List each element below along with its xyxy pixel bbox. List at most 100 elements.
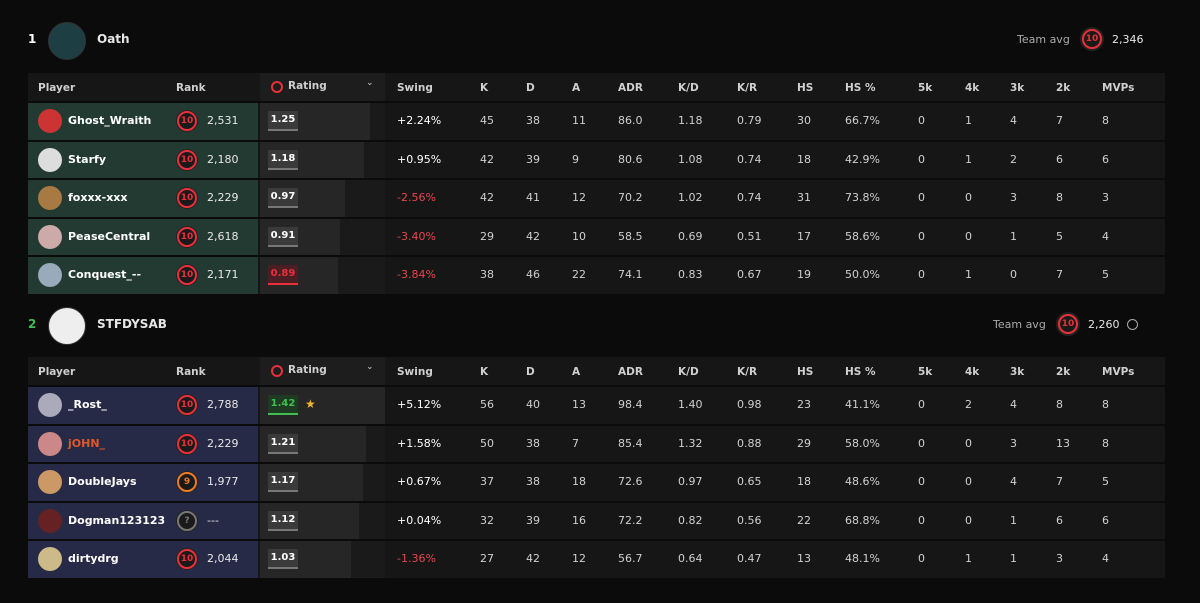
- column-header: 3k: [1010, 82, 1025, 94]
- elo: 2,044: [207, 552, 239, 565]
- stat: 0.47: [737, 552, 762, 565]
- column-header: K/D: [678, 366, 699, 378]
- elo: 1,977: [207, 475, 239, 488]
- stat: 1.02: [678, 191, 703, 204]
- stat: 29: [797, 436, 811, 450]
- stat: 58.6%: [845, 229, 880, 243]
- stat: 0: [965, 513, 972, 527]
- rank-badge: 10: [177, 549, 197, 569]
- column-header: Rating: [288, 364, 327, 376]
- rank-badge: 10: [177, 149, 197, 170]
- stat: 1: [965, 268, 972, 281]
- stat: 13: [572, 398, 586, 411]
- stat: 42: [526, 552, 540, 565]
- stat: 32: [480, 513, 494, 527]
- stat: 0.65: [737, 475, 762, 488]
- rank-badge: 10: [177, 265, 197, 285]
- stat: 42: [480, 191, 494, 204]
- stat: 39: [526, 152, 540, 166]
- elo: 2,618: [207, 229, 239, 243]
- avatar: [38, 109, 62, 133]
- team-avg-rank: 2,346: [1112, 33, 1144, 46]
- column-header: K: [480, 366, 489, 378]
- rating-chip: 1.42: [268, 395, 298, 415]
- column-header: A: [572, 82, 581, 94]
- stat: 0.83: [678, 268, 703, 281]
- stat: 31: [797, 191, 811, 204]
- column-header: Swing: [397, 82, 433, 94]
- column-header: Rank: [176, 82, 206, 94]
- stat: 0.97: [678, 475, 703, 488]
- stat: 11: [572, 114, 586, 127]
- player-name: Ghost_Wraith: [68, 114, 152, 127]
- team-logo: [48, 22, 86, 60]
- team-name: STFDYSAB: [97, 317, 167, 331]
- stat: 50.0%: [845, 268, 880, 281]
- avatar: [38, 147, 62, 172]
- elo: 2,171: [207, 268, 239, 281]
- column-header: 2k: [1056, 82, 1071, 94]
- stat: 0: [1010, 268, 1017, 281]
- stat: 0.88: [737, 436, 762, 450]
- avatar: [38, 186, 62, 210]
- rating-chip: 0.89: [268, 265, 298, 285]
- avatar: [38, 470, 62, 494]
- column-header: K/R: [737, 366, 758, 378]
- stat: 0: [918, 268, 925, 281]
- rank-badge: 10: [1058, 314, 1078, 334]
- header-row: [28, 357, 1165, 385]
- stat: 22: [797, 513, 811, 527]
- rating-icon: [271, 365, 283, 377]
- stat: 4: [1102, 229, 1109, 243]
- stat: 42.9%: [845, 152, 880, 166]
- stat: 1.18: [678, 114, 703, 127]
- rating-icon: [271, 81, 283, 93]
- stat: 8: [1102, 114, 1109, 127]
- stat: 0.98: [737, 398, 762, 411]
- elo: 2,180: [207, 152, 239, 166]
- stat: 70.2: [618, 191, 643, 204]
- stat: 0: [918, 475, 925, 488]
- stat: 0: [965, 436, 972, 450]
- stat: 6: [1102, 152, 1109, 166]
- stat: 0: [965, 191, 972, 204]
- rating-chip: 1.12: [268, 510, 298, 531]
- column-header: ADR: [618, 366, 643, 378]
- stat: 4: [1010, 114, 1017, 127]
- stat: 1: [1010, 552, 1017, 565]
- stat: 22: [572, 268, 586, 281]
- avatar: [38, 508, 62, 533]
- stat: 0: [918, 191, 925, 204]
- stat: 40: [526, 398, 540, 411]
- rating-chip: 0.91: [268, 226, 298, 247]
- avatar: [38, 547, 62, 571]
- column-header: 4k: [965, 366, 980, 378]
- stat: 50: [480, 436, 494, 450]
- avatar: [38, 431, 62, 456]
- stat: 13: [1056, 436, 1070, 450]
- column-header: 3k: [1010, 366, 1025, 378]
- stat: 46: [526, 268, 540, 281]
- stat: 1: [965, 114, 972, 127]
- rank-badge: 10: [177, 111, 197, 131]
- player-name: foxxx-xxx: [68, 191, 128, 204]
- stat: 16: [572, 513, 586, 527]
- player-cell: [28, 464, 258, 501]
- stat: -3.84%: [397, 268, 436, 281]
- stat: 0: [918, 552, 925, 565]
- stat: 17: [797, 229, 811, 243]
- column-header: D: [526, 366, 535, 378]
- stat: +0.67%: [397, 475, 442, 488]
- elo: 2,229: [207, 191, 239, 204]
- stat: 0.51: [737, 229, 762, 243]
- stat: 48.6%: [845, 475, 880, 488]
- elo: 2,531: [207, 114, 239, 127]
- stat: 98.4: [618, 398, 643, 411]
- stat: -3.40%: [397, 229, 436, 243]
- stat: 56.7: [618, 552, 643, 565]
- stat: 8: [1102, 398, 1109, 411]
- stat: 4: [1102, 552, 1109, 565]
- team-place: 2: [28, 317, 37, 331]
- avatar: [38, 224, 62, 249]
- stat: 7: [1056, 268, 1063, 281]
